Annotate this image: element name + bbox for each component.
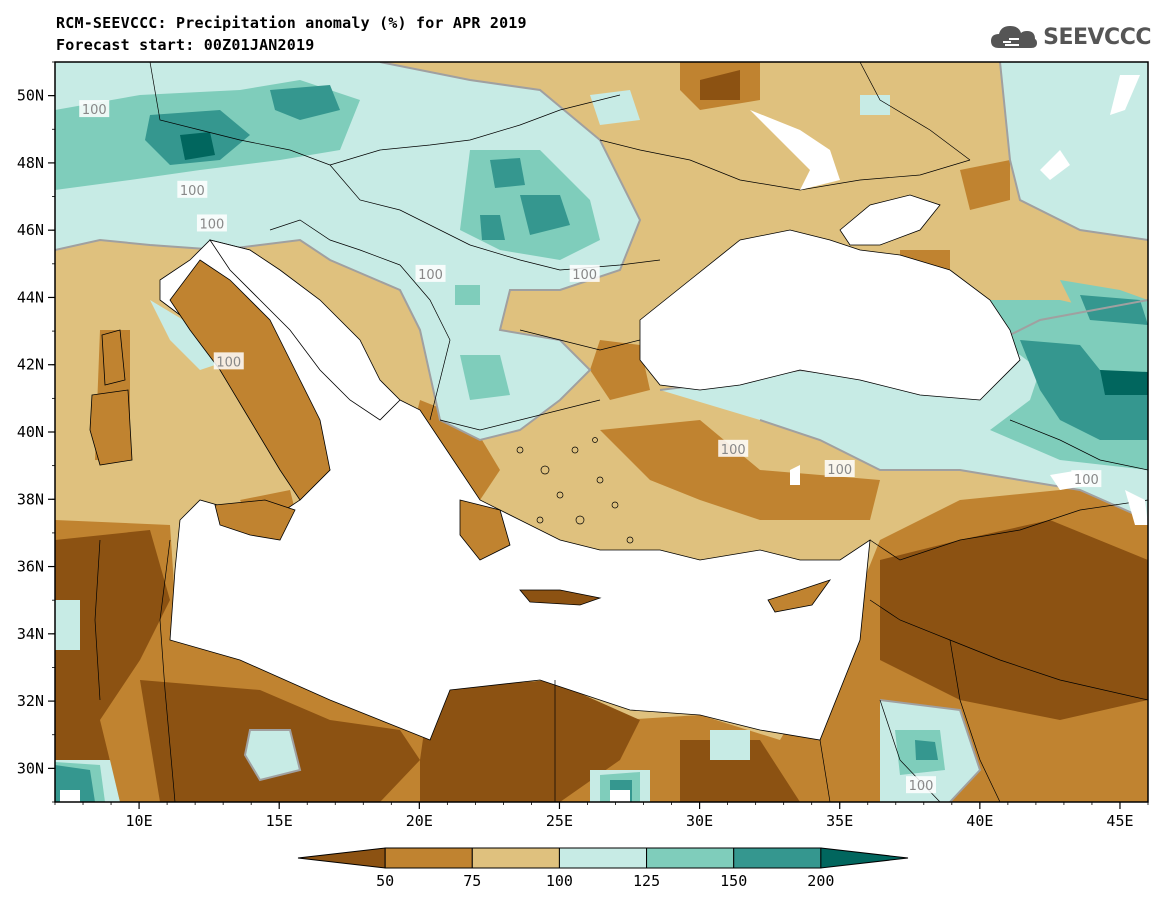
contour-label-text: 100 (180, 184, 205, 199)
contour-label-bg (79, 100, 110, 118)
contour-label-text: 100 (216, 355, 241, 370)
contour-label-text: 100 (721, 443, 746, 458)
contour-label: 100 (415, 264, 446, 283)
contour-label-bg (213, 352, 244, 370)
y-tick-label: 50N (17, 87, 44, 105)
colorbar: 50 75 100 125 150 200 (297, 847, 909, 890)
y-tick-label: 38N (17, 490, 44, 508)
contour-label-bg (824, 460, 855, 477)
colorbar-level-label: 200 (807, 872, 834, 890)
contour-label-text: 100 (572, 268, 597, 283)
colorbar-swatch (820, 847, 909, 869)
sea-masks (159, 194, 1021, 741)
contour-label: 100 (718, 439, 749, 458)
sicily (214, 499, 296, 541)
sea-of-azov (839, 194, 941, 246)
contour-label-bg (718, 439, 749, 457)
colorbar-level-label: 100 (546, 872, 573, 890)
y-axis: 50N 48N 46N 44N 42N 40N 38N 36N 34N 32N 30N (17, 61, 55, 803)
y-tick-label: 34N (17, 625, 44, 643)
x-tick-label: 15E (266, 812, 293, 830)
italy-peninsula (169, 259, 331, 501)
x-tick-label: 25E (546, 812, 573, 830)
x-tick-label: 30E (686, 812, 713, 830)
colorbar-level-label: 125 (633, 872, 660, 890)
contour-label-bg (1071, 470, 1102, 488)
y-tick-label: 46N (17, 221, 44, 239)
contour-label: 100 (1071, 470, 1102, 488)
contour-label-bg (196, 214, 227, 232)
y-tick-label: 30N (17, 759, 44, 777)
adriatic-sea (209, 239, 401, 421)
field-150-200 (55, 85, 1148, 802)
contour-label-bg (177, 180, 208, 198)
forecast-start-label: Forecast start: 00Z01JAN2019 (56, 36, 315, 54)
contour-label-text: 100 (827, 463, 852, 478)
islands (89, 259, 832, 613)
contour-label-text: 100 (909, 779, 934, 794)
sardinia (89, 389, 133, 466)
contour-label-text: 100 (200, 217, 225, 232)
y-tick-label: 32N (17, 692, 44, 710)
y-tick-label: 44N (17, 288, 44, 306)
crete (519, 589, 602, 606)
aegean-islands (516, 437, 634, 544)
field-gt200 (180, 132, 1148, 395)
contour-label: 100 (213, 352, 244, 370)
y-tick-label: 42N (17, 356, 44, 374)
y-tick-label: 40N (17, 423, 44, 441)
x-tick-label: 20E (406, 812, 433, 830)
contour-label: 100 (196, 214, 227, 232)
contour-label-bg (905, 776, 936, 794)
map-title: RCM-SEEVCCC: Precipitation anomaly (%) f… (56, 14, 527, 32)
colorbar-swatch (297, 847, 386, 869)
contour-labels: 100 100 100 100 100 100 100 100 100 100 (79, 100, 1102, 794)
colorbar-swatch (471, 847, 560, 869)
cyprus (767, 579, 832, 613)
contour-label: 100 (824, 460, 855, 478)
colorbar-swatch (384, 847, 473, 869)
colorbar-level-label: 150 (720, 872, 747, 890)
logo-text: SEEVCCC (1043, 24, 1151, 50)
colorbar-swatch (558, 847, 648, 869)
x-axis: 10E 15E 20E 25E 30E 35E 40E 45E (54, 802, 1149, 830)
contour-label: 100 (905, 776, 936, 794)
x-tick-label: 45E (1106, 812, 1133, 830)
contour-label: 100 (79, 100, 110, 118)
contour-label-text: 100 (82, 103, 107, 118)
cloud-icon (991, 26, 1038, 48)
y-tick-label: 48N (17, 154, 44, 172)
peloponnese (459, 499, 511, 561)
contour-label-bg (569, 264, 600, 282)
colorbar-swatch (646, 847, 735, 869)
contour-label-bg (415, 264, 446, 282)
x-tick-label: 40E (966, 812, 993, 830)
colorbar-level-label: 50 (376, 872, 394, 890)
contour-label-text: 100 (1074, 473, 1099, 488)
black-sea (639, 229, 1021, 401)
country-borders (94, 61, 1149, 803)
x-tick-label: 35E (826, 812, 853, 830)
contour-label: 100 (569, 264, 600, 283)
y-tick-label: 36N (17, 558, 44, 576)
colorbar-level-label: 75 (463, 872, 481, 890)
seevccc-logo: SEEVCCC (989, 22, 1151, 52)
colorbar-swatch (733, 847, 822, 869)
corsica (101, 329, 126, 386)
x-tick-label: 10E (126, 812, 153, 830)
contour-label-text: 100 (418, 268, 443, 283)
contour-label: 100 (177, 180, 208, 199)
